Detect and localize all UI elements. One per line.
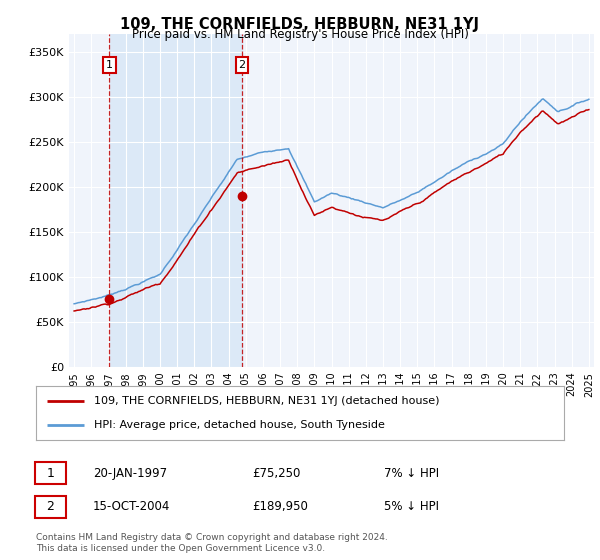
Text: 2: 2 xyxy=(46,500,55,514)
Text: 2: 2 xyxy=(239,60,245,70)
Text: 109, THE CORNFIELDS, HEBBURN, NE31 1YJ (detached house): 109, THE CORNFIELDS, HEBBURN, NE31 1YJ (… xyxy=(94,396,440,406)
Text: 20-JAN-1997: 20-JAN-1997 xyxy=(93,466,167,480)
Text: Price paid vs. HM Land Registry's House Price Index (HPI): Price paid vs. HM Land Registry's House … xyxy=(131,28,469,41)
Text: 109, THE CORNFIELDS, HEBBURN, NE31 1YJ: 109, THE CORNFIELDS, HEBBURN, NE31 1YJ xyxy=(121,17,479,32)
Text: £189,950: £189,950 xyxy=(252,500,308,514)
Text: £75,250: £75,250 xyxy=(252,466,301,480)
Text: Contains HM Land Registry data © Crown copyright and database right 2024.
This d: Contains HM Land Registry data © Crown c… xyxy=(36,533,388,553)
Text: 7% ↓ HPI: 7% ↓ HPI xyxy=(384,466,439,480)
Text: 1: 1 xyxy=(46,466,55,480)
Bar xyxy=(109,34,242,367)
Text: 1: 1 xyxy=(106,60,113,70)
Text: 15-OCT-2004: 15-OCT-2004 xyxy=(93,500,170,514)
Text: 5% ↓ HPI: 5% ↓ HPI xyxy=(384,500,439,514)
Text: HPI: Average price, detached house, South Tyneside: HPI: Average price, detached house, Sout… xyxy=(94,420,385,430)
